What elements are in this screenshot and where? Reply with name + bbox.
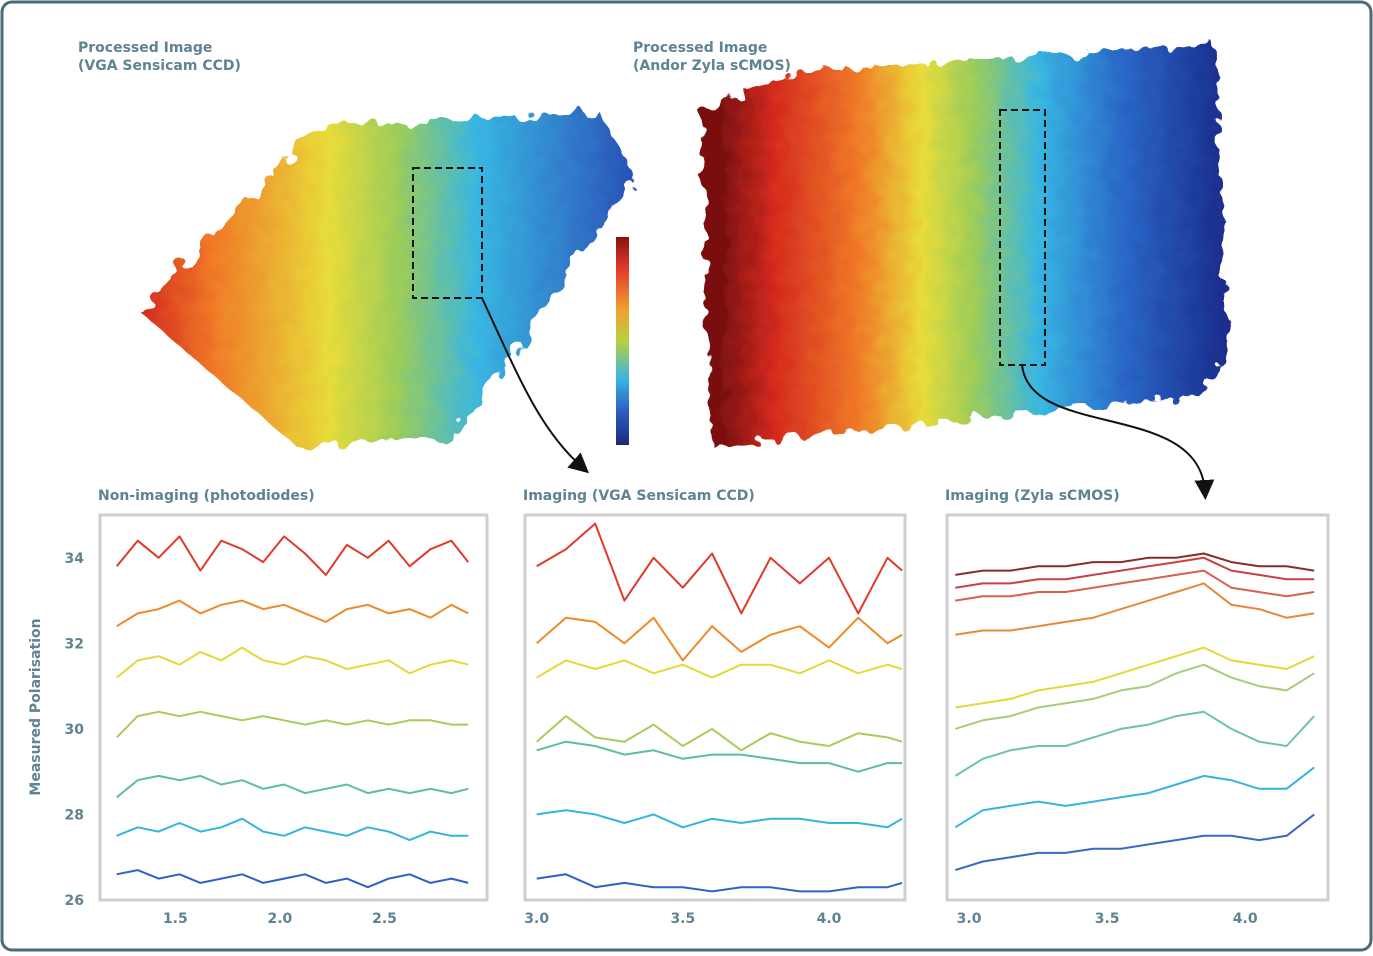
series-line xyxy=(955,582,1315,636)
x-tick-label: 3.5 xyxy=(670,911,695,927)
series-line xyxy=(536,659,903,679)
series-line xyxy=(536,522,903,615)
heatmap-ccd xyxy=(140,112,636,446)
chart-title: Non-imaging (photodiodes) xyxy=(98,488,315,504)
colorbar xyxy=(616,237,629,445)
series-line xyxy=(536,809,903,829)
x-tick-label: 2.0 xyxy=(267,911,292,927)
image-title: Processed Image xyxy=(78,40,212,56)
y-tick-label: 34 xyxy=(65,551,85,567)
roi-box xyxy=(412,167,483,299)
series-line xyxy=(536,873,903,893)
plot-frame xyxy=(945,513,1330,902)
charts: Non-imaging (photodiodes) 1.5 2.0 2.5 26 28 30… xyxy=(65,488,1330,927)
y-axis-label: Measured Polarisation xyxy=(28,618,44,795)
series-line xyxy=(116,599,469,628)
arrow xyxy=(1021,364,1215,500)
x-tick-label: 4.0 xyxy=(817,911,842,927)
x-tick-label: 3.0 xyxy=(524,911,549,927)
series-line xyxy=(536,616,903,662)
series-line xyxy=(955,663,1315,730)
series-line xyxy=(955,552,1315,576)
series-line xyxy=(116,646,469,679)
series-line xyxy=(536,740,903,773)
series-line xyxy=(116,817,469,842)
series-line xyxy=(115,535,469,576)
y-tick-label: 26 xyxy=(65,893,84,909)
y-tick-label: 30 xyxy=(65,722,85,738)
x-tick-label: 1.5 xyxy=(163,911,188,927)
image-title: (Andor Zyla sCMOS) xyxy=(633,58,791,74)
series-line xyxy=(116,774,469,799)
heatmap-cmos xyxy=(700,44,1228,446)
x-tick-label: 4.0 xyxy=(1233,911,1258,927)
series-line xyxy=(116,869,469,889)
series-line xyxy=(955,813,1315,872)
image-title: Processed Image xyxy=(633,40,767,56)
series-line xyxy=(955,569,1315,602)
series-line xyxy=(115,710,469,739)
series-line xyxy=(536,715,903,752)
image-title: (VGA Sensicam CCD) xyxy=(78,58,241,74)
x-tick-label: 3.5 xyxy=(1095,911,1120,927)
arrow xyxy=(481,297,589,474)
series-line xyxy=(954,710,1315,777)
y-tick-label: 28 xyxy=(65,807,84,823)
plot-frame xyxy=(523,513,907,902)
series-line xyxy=(954,766,1315,829)
y-tick-label: 32 xyxy=(65,636,84,652)
x-tick-label: 2.5 xyxy=(372,911,397,927)
series-line xyxy=(955,646,1315,709)
series-line xyxy=(955,556,1315,589)
chart-title: Imaging (VGA Sensicam CCD) xyxy=(523,488,755,504)
x-tick-label: 3.0 xyxy=(957,911,982,927)
chart-title: Imaging (Zyla sCMOS) xyxy=(945,488,1120,504)
plot-frame xyxy=(98,513,489,902)
